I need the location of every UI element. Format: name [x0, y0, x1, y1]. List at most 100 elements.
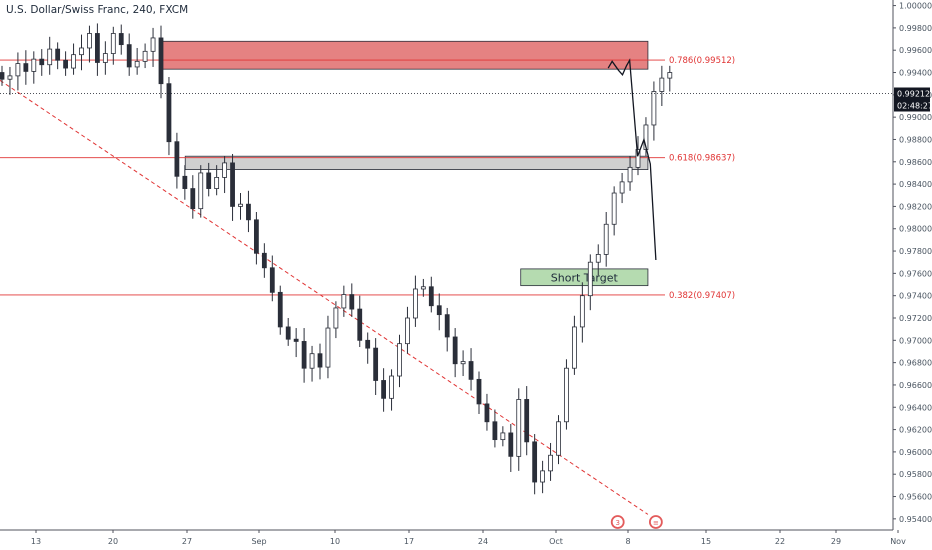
- candle-57: [452, 328, 458, 378]
- candle-9: [71, 43, 76, 75]
- candle-84: [667, 65, 673, 92]
- candle-41: [325, 315, 331, 379]
- candle-body: [7, 75, 13, 80]
- candle-body: [428, 286, 434, 307]
- candle-body: [79, 47, 84, 56]
- candle-body: [293, 338, 299, 342]
- candle-body: [579, 295, 585, 328]
- candle-63: [500, 426, 506, 447]
- candle-body: [31, 58, 37, 72]
- event-glyph: ≡: [653, 519, 659, 527]
- candle-58: [460, 350, 466, 377]
- candle-body: [603, 223, 609, 255]
- candle-25: [198, 165, 204, 218]
- x-tick-label-6: 24: [478, 537, 488, 546]
- candle-18: [142, 43, 148, 69]
- candle-59: [468, 348, 474, 391]
- candle-body: [524, 399, 530, 443]
- candle-26: [206, 162, 212, 197]
- candle-52: [412, 275, 418, 327]
- candle-32: [253, 212, 259, 265]
- x-tick-label-1: 20: [108, 537, 118, 546]
- downtrend-line: [0, 79, 649, 515]
- candle-73: [579, 282, 585, 343]
- candle-42: [333, 301, 339, 339]
- candle-body: [71, 54, 76, 69]
- candle-14: [110, 26, 116, 65]
- candle-36: [285, 318, 291, 346]
- y-tick-label-23: 0.95400: [899, 515, 932, 524]
- candle-67: [532, 434, 538, 495]
- candle-body: [365, 339, 371, 349]
- candle-66: [524, 386, 530, 456]
- candle-23: [182, 165, 188, 200]
- candle-1: [7, 66, 13, 95]
- candle-body: [150, 37, 156, 52]
- candle-body: [277, 291, 283, 328]
- candle-body: [587, 261, 593, 297]
- candle-body: [659, 77, 665, 92]
- candle-body: [436, 305, 442, 316]
- candle-78: [619, 172, 625, 204]
- candle-body: [95, 33, 100, 63]
- y-tick-label-0: 1.00000: [899, 2, 932, 11]
- candle-34: [269, 255, 275, 302]
- candle-body: [420, 286, 426, 290]
- candle-body: [261, 252, 267, 269]
- candle-body: [373, 347, 379, 381]
- fib-label-1: 0.618(0.98637): [669, 154, 735, 164]
- candle-body: [452, 336, 458, 365]
- candle-body: [389, 375, 394, 399]
- candle-31: [246, 190, 251, 233]
- current-price-tag: [894, 87, 930, 100]
- y-tick-label-6: 0.98800: [899, 135, 932, 144]
- y-tick-label-10: 0.98000: [899, 225, 932, 234]
- candle-body: [532, 441, 538, 483]
- candle-40: [317, 343, 323, 380]
- chart-title: U.S. Dollar/Swiss Franc, 240, FXCM: [6, 4, 189, 16]
- y-tick-label-1: 0.99800: [899, 24, 932, 33]
- y-tick-label-19: 0.96200: [899, 426, 932, 435]
- candle-body: [285, 326, 291, 340]
- candle-16: [126, 33, 132, 76]
- target-zone-label: Short Target: [551, 271, 619, 284]
- x-tick-label-4: 10: [330, 537, 340, 546]
- candle-body: [317, 353, 323, 368]
- event-glyph: 3: [615, 519, 619, 527]
- candle-44: [349, 283, 355, 317]
- candle-body: [325, 327, 331, 368]
- x-tick-label-0: 13: [31, 537, 41, 546]
- candle-17: [134, 47, 140, 75]
- candle-body: [198, 172, 204, 210]
- candle-body: [39, 58, 45, 66]
- candle-5: [39, 49, 45, 76]
- y-tick-label-16: 0.96800: [899, 359, 932, 368]
- candle-body: [301, 341, 307, 369]
- countdown-label: 02:48:27: [897, 102, 932, 111]
- candle-body: [182, 175, 188, 189]
- fib-label-2: 0.382(0.97407): [669, 291, 735, 301]
- countdown-tag: [894, 99, 930, 112]
- candle-body: [484, 403, 490, 423]
- candle-76: [603, 212, 609, 267]
- candle-27: [214, 165, 220, 196]
- candle-15: [118, 24, 124, 55]
- zones: Short Target: [160, 40, 649, 287]
- trendline: [0, 79, 649, 515]
- candle-body: [190, 188, 196, 210]
- candle-body: [444, 314, 450, 338]
- candle-body: [126, 44, 132, 68]
- y-tick-label-21: 0.95800: [899, 470, 932, 479]
- candle-54: [428, 276, 434, 313]
- candle-77: [611, 186, 617, 236]
- candle-22: [174, 132, 180, 189]
- candle-51: [405, 306, 410, 354]
- y-tick-label-13: 0.97400: [899, 292, 932, 301]
- candle-body: [87, 33, 92, 49]
- candle-body: [269, 267, 275, 293]
- candle-body: [556, 421, 561, 456]
- candle-71: [564, 359, 569, 430]
- candle-body: [412, 288, 418, 319]
